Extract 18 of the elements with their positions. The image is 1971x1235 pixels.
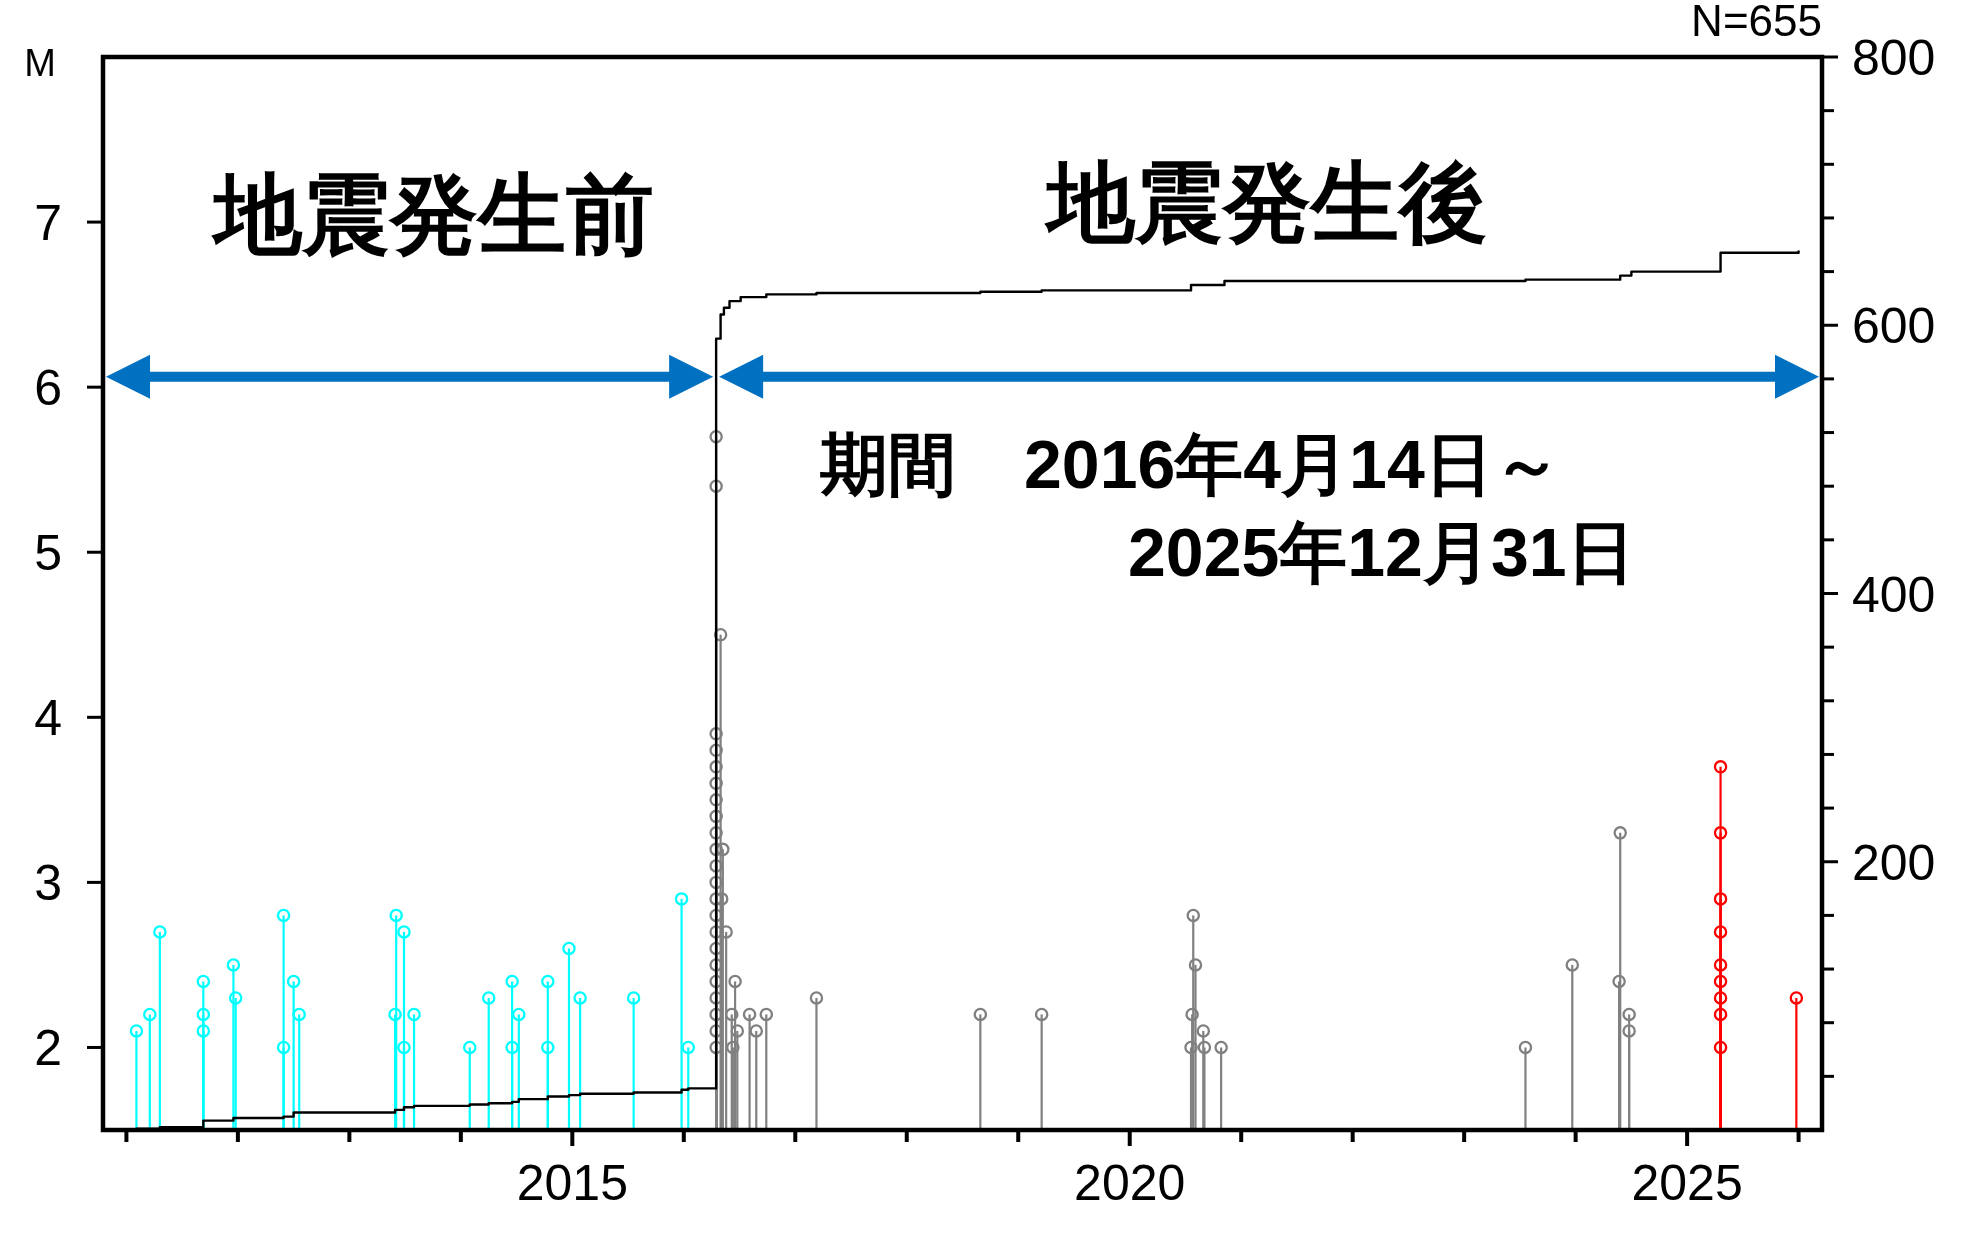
annotation: 期間 2016年4月14日～ 2025年12月31日 [820, 426, 1635, 590]
y-tick-label: 6 [34, 360, 62, 417]
text: N=655 [1691, 0, 1822, 45]
y2-tick-label: 600 [1852, 298, 1936, 355]
y-tick-label: 3 [34, 855, 62, 912]
y-tick-label: 2 [34, 1020, 62, 1077]
y-tick-label: 4 [34, 690, 62, 747]
x-tick-label: 2020 [1074, 1155, 1186, 1211]
y2-tick-label: 200 [1852, 834, 1936, 891]
x-tick-label: 2015 [516, 1155, 628, 1211]
y2-tick-label: 800 [1852, 30, 1936, 86]
y-axis-title: M [24, 42, 56, 84]
y-tick-label: 7 [34, 195, 62, 252]
y2-tick-label: 400 [1852, 566, 1936, 623]
x-tick-label: 2025 [1631, 1155, 1743, 1211]
y-tick-label: 5 [34, 525, 62, 582]
annotation: 地震発生後 [1044, 153, 1487, 252]
annotation: 地震発生前 [211, 165, 654, 264]
